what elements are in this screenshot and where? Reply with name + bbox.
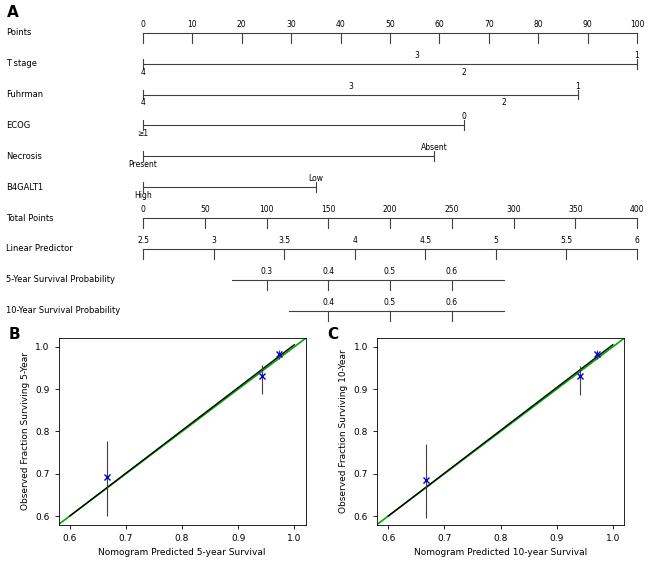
Text: 4: 4 bbox=[352, 236, 357, 245]
Text: 0.5: 0.5 bbox=[384, 267, 396, 276]
Text: 200: 200 bbox=[383, 205, 397, 214]
Text: 400: 400 bbox=[630, 205, 644, 214]
Text: A: A bbox=[6, 5, 18, 20]
Text: 150: 150 bbox=[321, 205, 335, 214]
Text: High: High bbox=[134, 191, 152, 200]
Text: 50: 50 bbox=[200, 205, 209, 214]
Y-axis label: Observed Fraction Surviving 10-Year: Observed Fraction Surviving 10-Year bbox=[339, 350, 348, 513]
Text: 4: 4 bbox=[140, 99, 146, 107]
Text: 90: 90 bbox=[583, 20, 593, 29]
Text: Linear Predictor: Linear Predictor bbox=[6, 244, 73, 253]
Text: T stage: T stage bbox=[6, 59, 38, 68]
Text: 2.5: 2.5 bbox=[137, 236, 149, 245]
Text: 30: 30 bbox=[286, 20, 296, 29]
Text: 0.6: 0.6 bbox=[446, 298, 458, 307]
Text: Necrosis: Necrosis bbox=[6, 152, 42, 161]
Text: Present: Present bbox=[129, 160, 157, 169]
Text: B: B bbox=[9, 327, 21, 342]
Text: 60: 60 bbox=[434, 20, 445, 29]
Text: ≥1: ≥1 bbox=[137, 129, 149, 138]
Text: 0.6: 0.6 bbox=[446, 267, 458, 276]
Text: 5.5: 5.5 bbox=[560, 236, 573, 245]
Text: 350: 350 bbox=[568, 205, 582, 214]
Text: Absent: Absent bbox=[421, 143, 448, 152]
Text: 300: 300 bbox=[506, 205, 521, 214]
Text: B4GALT1: B4GALT1 bbox=[6, 183, 44, 192]
Text: 100: 100 bbox=[630, 20, 644, 29]
Text: 4.5: 4.5 bbox=[419, 236, 432, 245]
Text: 3: 3 bbox=[211, 236, 216, 245]
Text: 3: 3 bbox=[348, 82, 353, 91]
Text: 40: 40 bbox=[336, 20, 346, 29]
X-axis label: Nomogram Predicted 5-year Survival: Nomogram Predicted 5-year Survival bbox=[98, 548, 266, 557]
Text: 70: 70 bbox=[484, 20, 494, 29]
Text: 2: 2 bbox=[462, 68, 467, 77]
Text: 0.4: 0.4 bbox=[322, 267, 334, 276]
Text: 80: 80 bbox=[534, 20, 543, 29]
Text: 20: 20 bbox=[237, 20, 246, 29]
Text: 1: 1 bbox=[634, 51, 640, 60]
Text: 250: 250 bbox=[445, 205, 459, 214]
Text: Points: Points bbox=[6, 28, 32, 37]
Text: 10-Year Survival Probability: 10-Year Survival Probability bbox=[6, 306, 121, 315]
Text: 2: 2 bbox=[501, 99, 506, 107]
Text: 100: 100 bbox=[259, 205, 274, 214]
Text: 0: 0 bbox=[462, 112, 467, 121]
Text: 0: 0 bbox=[140, 205, 146, 214]
Text: 0.5: 0.5 bbox=[384, 298, 396, 307]
Text: 50: 50 bbox=[385, 20, 395, 29]
Text: 5-Year Survival Probability: 5-Year Survival Probability bbox=[6, 275, 116, 284]
Text: 6: 6 bbox=[634, 236, 640, 245]
Text: 10: 10 bbox=[188, 20, 197, 29]
Text: Low: Low bbox=[308, 174, 324, 183]
Text: Total Points: Total Points bbox=[6, 214, 54, 223]
Text: 1: 1 bbox=[575, 82, 580, 91]
Y-axis label: Observed Fraction Surviving 5-Year: Observed Fraction Surviving 5-Year bbox=[21, 352, 29, 510]
Text: 3.5: 3.5 bbox=[278, 236, 290, 245]
Text: C: C bbox=[328, 327, 339, 342]
Text: 0.4: 0.4 bbox=[322, 298, 334, 307]
Text: 3: 3 bbox=[415, 51, 420, 60]
Text: Fuhrman: Fuhrman bbox=[6, 90, 44, 99]
Text: 4: 4 bbox=[140, 68, 146, 77]
Text: 5: 5 bbox=[493, 236, 499, 245]
Text: ECOG: ECOG bbox=[6, 121, 31, 130]
Text: 0: 0 bbox=[140, 20, 146, 29]
X-axis label: Nomogram Predicted 10-year Survival: Nomogram Predicted 10-year Survival bbox=[414, 548, 587, 557]
Text: 0.3: 0.3 bbox=[261, 267, 272, 276]
